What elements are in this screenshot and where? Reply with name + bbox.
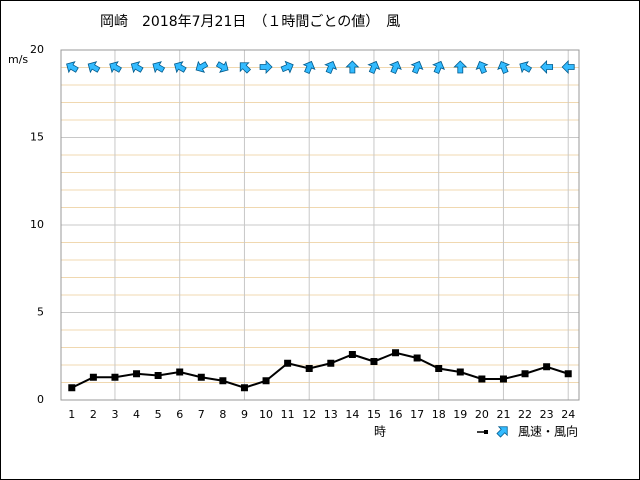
wind-arrow	[453, 60, 468, 74]
x-tick-label: 1	[68, 408, 75, 421]
speed-point	[219, 377, 227, 385]
wind-arrow	[152, 61, 166, 74]
wind-arrow	[66, 61, 79, 74]
x-tick-label: 6	[176, 408, 183, 421]
speed-point	[154, 372, 162, 379]
speed-point	[435, 365, 443, 372]
speed-point	[305, 365, 313, 372]
speed-point	[68, 384, 76, 392]
x-tick-label: 10	[259, 408, 273, 421]
y-tick-label: 15	[30, 131, 44, 144]
legend-label: 風速・風向	[518, 424, 578, 439]
legend-point	[484, 430, 488, 434]
speed-point	[262, 377, 270, 385]
speed-point	[348, 351, 356, 358]
speed-point	[370, 358, 378, 365]
x-tick-label: 23	[540, 408, 554, 421]
x-tick-label: 18	[432, 408, 446, 421]
wind-arrow	[195, 60, 209, 73]
plot-border	[60, 49, 580, 401]
wind-arrow	[475, 60, 489, 75]
wind-arrow	[519, 61, 533, 74]
legend-arrow	[496, 426, 508, 438]
x-tick-label: 11	[281, 408, 295, 421]
y-axis-label: m/s	[8, 53, 28, 66]
wind-arrow	[215, 60, 229, 73]
wind-arrow	[410, 60, 424, 75]
speed-point	[176, 368, 184, 376]
wind-arrow	[432, 60, 445, 75]
speed-point	[197, 373, 205, 381]
wind-arrow	[388, 60, 402, 75]
speed-point	[564, 370, 572, 378]
wind-arrow	[324, 60, 338, 75]
wind-arrow	[174, 61, 187, 74]
x-tick-label: 2	[90, 408, 97, 421]
y-tick-label: 5	[37, 306, 44, 319]
wind-arrow	[345, 60, 360, 74]
x-tick-label: 16	[389, 408, 403, 421]
speed-point	[284, 359, 292, 367]
x-tick-label: 15	[367, 408, 381, 421]
x-tick-label: 22	[518, 408, 532, 421]
x-axis-label: 時	[374, 425, 386, 439]
x-tick-label: 9	[241, 408, 248, 421]
x-tick-label: 3	[111, 408, 118, 421]
speed-point	[240, 384, 248, 392]
wind-arrow	[259, 60, 273, 74]
chart-title: 岡崎 2018年7月21日 （１時間ごとの値） 風	[100, 14, 400, 30]
speed-point	[478, 375, 486, 383]
x-tick-label: 4	[133, 408, 140, 421]
speed-point	[133, 370, 141, 378]
x-tick-label: 19	[453, 408, 467, 421]
x-tick-label: 8	[219, 408, 226, 421]
x-tick-label: 20	[475, 408, 489, 421]
x-tick-label: 17	[410, 408, 424, 421]
speed-point	[413, 354, 421, 362]
speed-point	[392, 349, 400, 357]
wind-arrow	[497, 60, 511, 75]
x-tick-label: 7	[198, 408, 205, 421]
wind-arrow	[130, 61, 144, 74]
x-tick-label: 5	[155, 408, 162, 421]
speed-line	[71, 351, 569, 389]
speed-point	[456, 368, 464, 376]
speed-point	[89, 373, 97, 381]
x-tick-label: 24	[561, 408, 575, 421]
wind-arrow	[561, 60, 575, 74]
wind-arrow	[280, 60, 294, 74]
x-tick-label: 21	[496, 408, 510, 421]
wind-arrow	[367, 60, 381, 75]
speed-point	[327, 359, 335, 367]
x-tick-label: 12	[302, 408, 316, 421]
wind-arrow	[302, 60, 316, 75]
wind-arrow	[87, 61, 101, 74]
wind-arrow	[109, 61, 122, 74]
y-tick-label: 10	[30, 218, 44, 231]
wind-arrow	[540, 60, 554, 74]
speed-point	[543, 363, 551, 371]
x-tick-label: 14	[345, 408, 359, 421]
speed-point	[111, 373, 119, 381]
wind-arrow	[239, 62, 252, 74]
speed-point	[521, 370, 529, 378]
y-tick-label: 0	[37, 393, 44, 406]
x-tick-label: 13	[324, 408, 338, 421]
y-tick-label: 20	[30, 43, 44, 56]
speed-point	[499, 375, 507, 383]
